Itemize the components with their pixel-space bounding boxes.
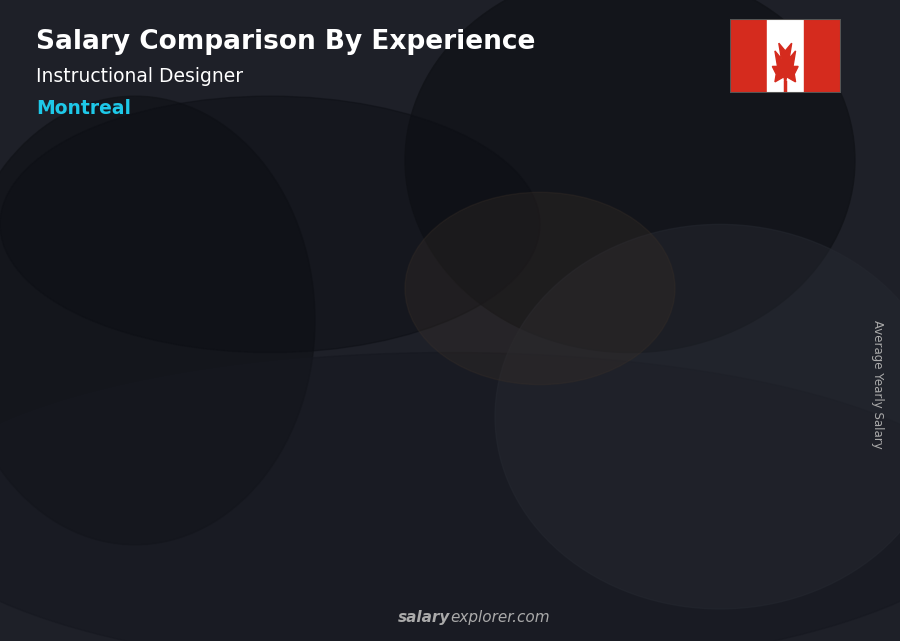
- Bar: [573, 298, 647, 577]
- Bar: [320, 368, 393, 577]
- Bar: [573, 298, 580, 577]
- Bar: [446, 317, 520, 577]
- Bar: [511, 317, 520, 577]
- Text: Average Yearly Salary: Average Yearly Salary: [871, 320, 884, 449]
- Bar: [446, 317, 454, 577]
- Bar: [384, 368, 393, 577]
- Ellipse shape: [0, 96, 315, 545]
- Text: +24%: +24%: [393, 266, 446, 284]
- Bar: [193, 425, 201, 577]
- Ellipse shape: [405, 192, 675, 385]
- Text: +7%: +7%: [526, 257, 568, 275]
- Bar: [193, 425, 266, 577]
- Text: 78,800 CAD: 78,800 CAD: [313, 345, 400, 358]
- Text: Salary Comparison By Experience: Salary Comparison By Experience: [36, 29, 536, 55]
- Bar: [446, 317, 520, 328]
- Bar: [730, 19, 767, 93]
- Text: +7%: +7%: [652, 244, 694, 262]
- Bar: [67, 459, 74, 577]
- Text: 112,000 CAD: 112,000 CAD: [694, 257, 789, 271]
- Bar: [193, 425, 266, 431]
- Text: 57,100 CAD: 57,100 CAD: [186, 403, 274, 416]
- Bar: [700, 279, 773, 292]
- Ellipse shape: [495, 224, 900, 609]
- Ellipse shape: [0, 353, 900, 641]
- Bar: [573, 298, 647, 309]
- Bar: [67, 459, 140, 577]
- Bar: [700, 279, 773, 577]
- Text: Montreal: Montreal: [36, 99, 131, 119]
- Bar: [320, 368, 393, 376]
- Text: 97,700 CAD: 97,700 CAD: [440, 295, 526, 308]
- Text: +38%: +38%: [266, 311, 320, 329]
- Ellipse shape: [405, 0, 855, 353]
- Polygon shape: [772, 43, 798, 85]
- Text: explorer.com: explorer.com: [450, 610, 550, 625]
- Bar: [767, 19, 804, 93]
- Ellipse shape: [0, 96, 540, 353]
- Bar: [804, 19, 841, 93]
- Text: +29%: +29%: [140, 379, 194, 397]
- Text: salary: salary: [398, 610, 450, 625]
- Text: Instructional Designer: Instructional Designer: [36, 67, 243, 87]
- Bar: [700, 279, 707, 577]
- Bar: [131, 459, 140, 577]
- Bar: [638, 298, 647, 577]
- Bar: [765, 279, 773, 577]
- Text: 44,400 CAD: 44,400 CAD: [60, 437, 147, 450]
- Bar: [257, 425, 266, 577]
- Bar: [320, 368, 327, 577]
- Text: 105,000 CAD: 105,000 CAD: [567, 276, 662, 289]
- Bar: [67, 459, 140, 463]
